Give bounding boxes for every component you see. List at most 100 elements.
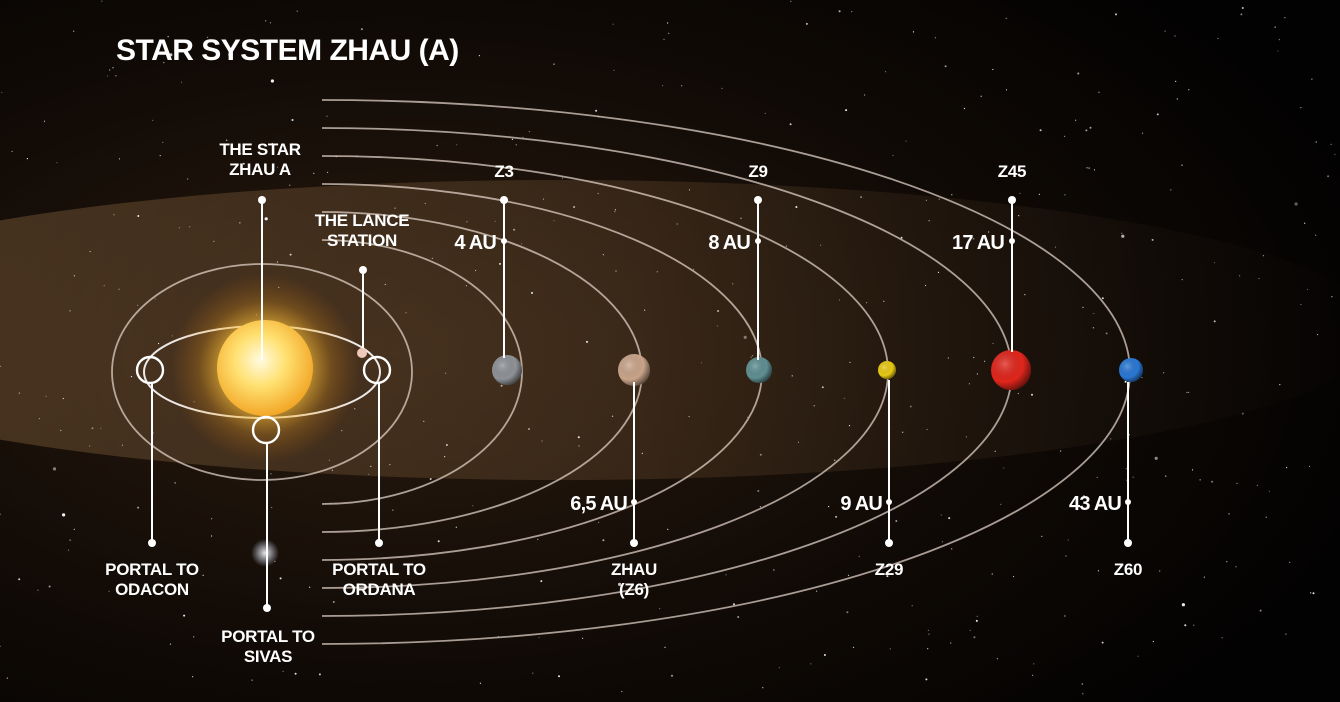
star-dot — [1060, 450, 1062, 452]
star-dot — [1121, 234, 1125, 238]
star-dot — [193, 636, 195, 638]
star-dot — [115, 75, 117, 77]
star-dot — [178, 227, 180, 229]
star-dot — [1315, 141, 1317, 143]
star-dot — [764, 112, 766, 114]
star-dot — [925, 678, 928, 681]
star-dot — [1289, 561, 1291, 563]
label-planet-z45: Z45 — [998, 162, 1026, 181]
distance-z60: 43 AU — [1069, 493, 1121, 515]
star-dot — [1017, 392, 1019, 395]
star-dot — [838, 299, 841, 301]
star-dot — [1098, 91, 1100, 93]
star-dot — [1093, 312, 1095, 315]
star-dot — [499, 262, 501, 265]
star-dot — [1279, 384, 1281, 386]
star-dot — [951, 548, 953, 550]
star-dot — [886, 575, 889, 578]
star-dot — [828, 506, 830, 508]
star-dot — [167, 36, 169, 38]
star-dot — [1082, 306, 1084, 308]
star-dot — [883, 300, 885, 302]
star-dot — [211, 518, 213, 520]
star-dot — [759, 506, 762, 508]
star-dot — [1075, 119, 1077, 121]
star-dot — [737, 616, 740, 618]
star-dot — [602, 254, 605, 256]
leader-dot-z3 — [500, 196, 508, 204]
star-dot — [573, 206, 576, 208]
star-dot — [1125, 468, 1127, 470]
label-portal-odacon-line1: PORTAL TO — [105, 560, 199, 579]
star-dot — [1101, 641, 1104, 644]
star-dot — [1092, 327, 1094, 329]
star-dot — [582, 637, 584, 640]
star-dot — [109, 69, 111, 71]
star-dot — [540, 580, 543, 583]
star-dot — [1159, 570, 1161, 572]
star-dot — [158, 342, 160, 345]
star-dot — [968, 383, 971, 385]
star-dot — [757, 490, 760, 492]
star-dot — [276, 166, 279, 168]
star-dot — [751, 355, 754, 357]
star-dot — [360, 28, 363, 31]
star-dot — [1097, 570, 1100, 572]
star-dot — [790, 0, 792, 2]
label-portal-ordana-line1: PORTAL TO — [332, 560, 426, 579]
star-dot — [889, 648, 891, 650]
star-dot — [659, 608, 661, 610]
star-dot — [621, 690, 623, 693]
star-dot — [976, 373, 979, 375]
star-dot — [991, 573, 993, 575]
star-dot — [270, 473, 272, 475]
star-dot — [1284, 17, 1286, 19]
star-dot — [1067, 539, 1069, 541]
star-dot — [431, 257, 433, 259]
star-dot — [912, 31, 915, 33]
star-dot — [595, 109, 598, 112]
star-dot — [276, 261, 279, 263]
orbit-z3 — [321, 239, 523, 505]
label-portal-ordana-line2: ORDANA — [343, 580, 416, 599]
star-dot — [429, 478, 432, 480]
star-dot — [1105, 332, 1108, 335]
star-dot — [1331, 296, 1333, 298]
label-planet-z6-line1: ZHAU — [611, 560, 657, 579]
star-dot — [1278, 39, 1280, 41]
star-dot — [62, 397, 64, 400]
star-dot — [1077, 72, 1080, 75]
star-dot — [950, 642, 952, 644]
star-dot — [934, 37, 937, 39]
diagram-title: STAR SYSTEM ZHAU (A) — [116, 34, 459, 67]
star-dot — [264, 169, 266, 171]
star-dot — [1124, 380, 1127, 383]
star-dot — [137, 215, 140, 217]
star-dot — [183, 614, 186, 617]
star-dot — [392, 509, 394, 511]
star-dot — [717, 310, 720, 312]
star-dot — [941, 541, 944, 543]
star-dot — [264, 217, 268, 221]
star-dot — [174, 481, 177, 484]
star-dot — [67, 549, 70, 551]
labels: THE STAR ZHAU A THE LANCE STATION PORTAL… — [105, 140, 1142, 666]
star-dot — [845, 109, 848, 112]
star-dot — [444, 456, 446, 458]
star-dot — [1012, 575, 1015, 578]
star-dot — [494, 220, 496, 222]
star-dot — [251, 679, 253, 681]
star-dot — [795, 206, 798, 208]
star-dot — [1110, 438, 1112, 440]
star-dot — [472, 505, 474, 507]
star-dot — [1064, 615, 1066, 617]
star-dot — [858, 555, 860, 558]
leader-lines — [148, 196, 1132, 612]
star-dot — [528, 131, 531, 133]
star-dot — [466, 221, 468, 223]
star-dot — [171, 335, 173, 337]
star-dot — [18, 392, 20, 394]
star-dot — [805, 22, 808, 25]
star-dot — [11, 150, 13, 153]
star-dot — [389, 464, 391, 466]
